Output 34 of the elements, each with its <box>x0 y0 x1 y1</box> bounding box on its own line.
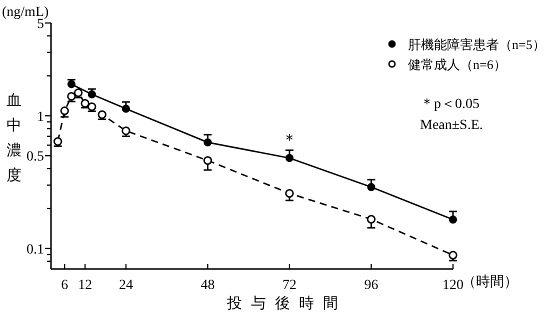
annotation: ＊ <box>281 132 298 150</box>
annotation: ＊p＜0.05 <box>420 97 480 112</box>
point <box>98 110 106 119</box>
y-tick-label: 0.1 <box>26 242 44 258</box>
legend-label: 肝機能障害患者（n=5） <box>408 37 546 52</box>
point <box>204 138 212 146</box>
x-axis-title: 投与後時間 <box>226 295 347 312</box>
y-tick-label: 5 <box>37 17 44 32</box>
point <box>88 102 96 112</box>
point <box>203 156 212 165</box>
point <box>122 126 130 136</box>
point <box>122 104 130 113</box>
point <box>80 99 90 108</box>
x-tick-label: 96 <box>364 278 378 293</box>
y-axis-title: 血中濃度 <box>6 92 22 184</box>
y-tick-label: 1 <box>37 110 44 125</box>
text: (ng/mL) <box>2 5 49 20</box>
text: （時間） <box>462 274 518 290</box>
y-tick-label: 0.5 <box>26 150 44 165</box>
point <box>448 216 458 224</box>
legend-label: 健常成人（n=6） <box>408 57 506 72</box>
x-tick-label: 6 <box>61 278 68 293</box>
x-tick-label: 72 <box>282 278 296 293</box>
point <box>366 214 376 224</box>
annotation: Mean±S.E. <box>420 118 483 133</box>
x-tick-label: 12 <box>78 278 92 293</box>
point <box>88 90 96 98</box>
x-tick-label: 48 <box>200 278 215 293</box>
point <box>285 189 294 198</box>
point <box>60 106 69 116</box>
x-tick-label: 120 <box>442 278 464 293</box>
x-tick-label: 24 <box>118 278 133 293</box>
point <box>367 183 376 192</box>
point <box>285 154 294 162</box>
